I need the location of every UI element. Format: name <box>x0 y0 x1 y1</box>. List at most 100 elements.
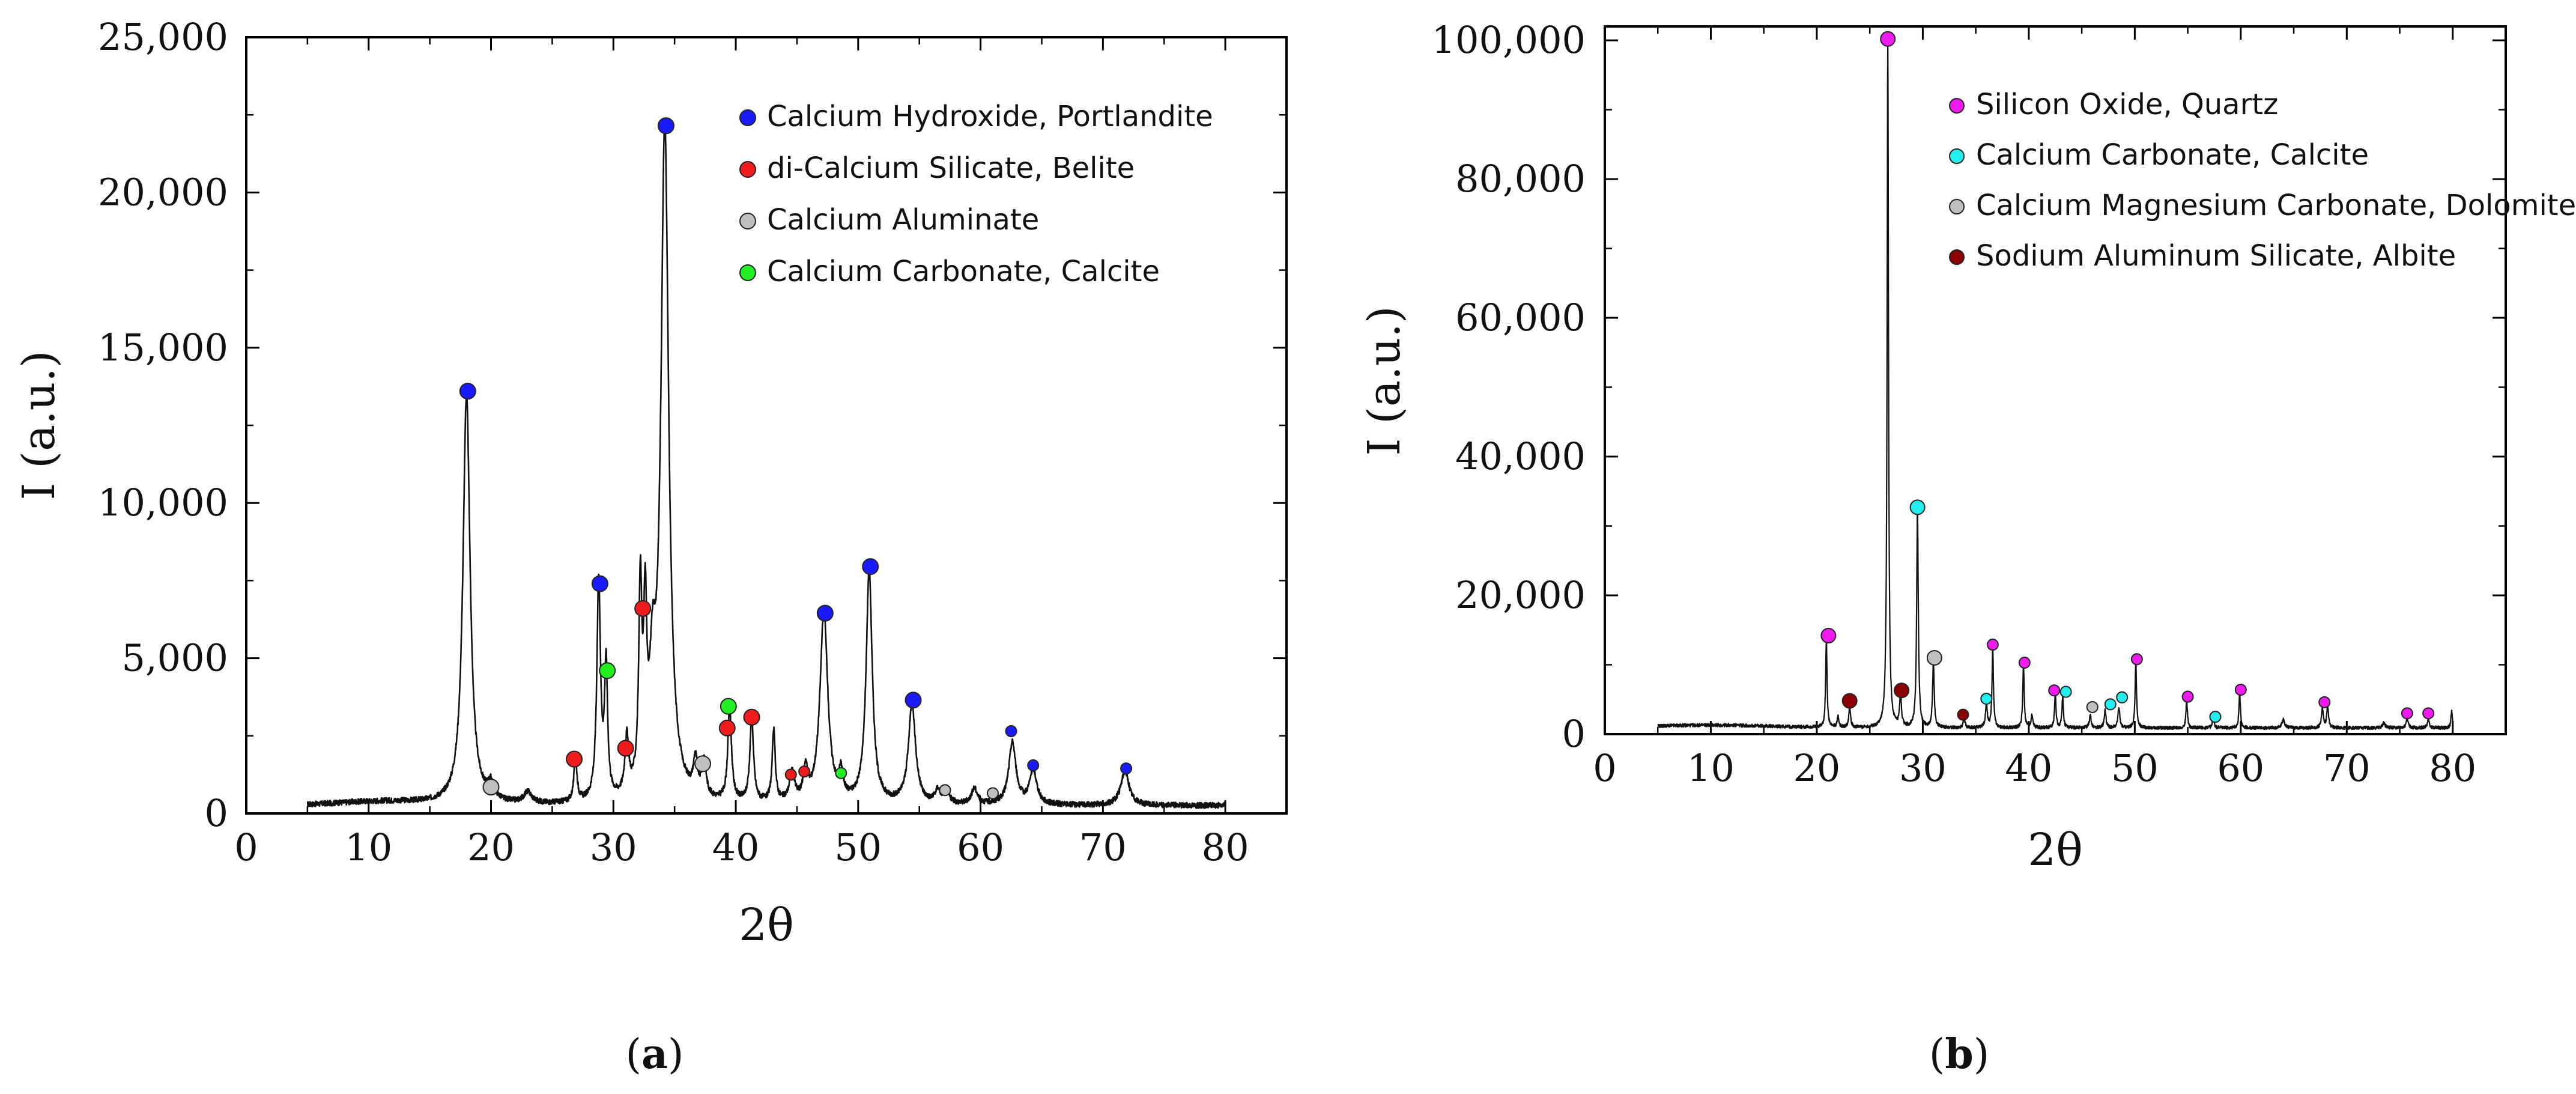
phase-marker <box>1980 693 1993 705</box>
phase-marker <box>862 558 879 576</box>
phase-marker <box>657 117 674 135</box>
y-tick-label: 100,000 <box>1432 18 1586 62</box>
phase-marker <box>566 750 583 768</box>
y-tick-label: 0 <box>205 791 228 835</box>
phase-marker <box>634 600 652 617</box>
phase-marker <box>718 719 736 737</box>
x-tick-label: 50 <box>834 825 882 869</box>
panel-b-ticks <box>1604 26 2506 735</box>
x-tick-label: 20 <box>467 825 515 869</box>
phase-marker <box>743 708 760 726</box>
panel-a-x-tick-labels: 0 10 20 30 40 50 60 70 80 <box>234 825 1249 869</box>
phase-marker <box>986 787 999 800</box>
legend-swatch <box>1949 249 1965 265</box>
phase-marker <box>798 765 811 778</box>
legend-swatch <box>1949 199 1965 214</box>
y-tick-label: 60,000 <box>1455 296 1586 339</box>
x-tick-label: 40 <box>712 825 760 869</box>
phase-marker <box>1027 759 1040 771</box>
panel-a-ticks <box>245 36 1286 815</box>
x-tick-label: 10 <box>1687 746 1735 790</box>
phase-marker <box>1957 708 1969 721</box>
phase-marker <box>939 784 951 797</box>
phase-marker <box>694 755 712 773</box>
panel-a-y-axis-title: I (a.u.) <box>13 350 65 500</box>
y-tick-label: 40,000 <box>1455 434 1586 478</box>
phase-marker <box>1880 31 1896 47</box>
panel-label-b: (b) <box>1929 1030 1990 1078</box>
phase-marker <box>905 691 922 709</box>
legend-entry: Calcium Carbonate, Calcite <box>767 255 1160 288</box>
phase-marker <box>1926 649 1942 666</box>
phase-marker <box>1820 628 1837 644</box>
phase-marker <box>2209 711 2222 723</box>
phase-marker <box>2422 707 2435 720</box>
phase-marker <box>1894 682 1910 699</box>
x-tick-label: 0 <box>234 825 258 869</box>
phase-marker <box>482 779 500 796</box>
legend-swatch <box>1949 148 1965 164</box>
phase-marker <box>2048 684 2061 697</box>
x-tick-label: 20 <box>1793 746 1840 790</box>
panel-b-y-tick-labels: 0 20,000 40,000 60,000 80,000 100,000 <box>1432 18 1586 756</box>
panel-a-legend: Calcium Hydroxide, Portlandite di-Calcium… <box>739 100 1213 288</box>
panel-b-phase-markers <box>1820 31 2435 723</box>
panel-label-a: (a) <box>625 1030 683 1078</box>
x-tick-label: 40 <box>2005 746 2052 790</box>
legend-entry: Calcium Carbonate, Calcite <box>1976 138 2369 172</box>
x-tick-label: 10 <box>345 825 392 869</box>
panel-b-plot-frame <box>1604 25 2507 735</box>
phase-marker <box>2116 691 2129 704</box>
panel-a-y-tick-labels: 0 5,000 10,000 15,000 20,000 25,000 <box>98 15 228 835</box>
legend-swatch <box>739 109 756 126</box>
y-tick-label: 20,000 <box>1455 573 1586 617</box>
legend-swatch <box>739 161 756 178</box>
panel-a-xrd-trace <box>306 117 1226 809</box>
phase-marker <box>2181 690 2194 703</box>
x-tick-label: 80 <box>2429 746 2476 790</box>
phase-marker <box>2130 653 2143 666</box>
panel-a-chart: 0 10 20 30 40 50 60 70 80 0 5,000 10,000 15,000 20,0… <box>13 15 1288 951</box>
phase-marker <box>2234 684 2247 696</box>
x-tick-label: 60 <box>957 825 1004 869</box>
y-tick-label: 20,000 <box>98 170 228 214</box>
phase-marker <box>2086 700 2099 713</box>
phase-marker <box>1005 725 1017 738</box>
x-tick-label: 30 <box>1899 746 1947 790</box>
x-tick-label: 70 <box>2323 746 2371 790</box>
legend-entry: Calcium Aluminate <box>767 203 1039 237</box>
y-tick-label: 25,000 <box>98 15 228 59</box>
y-tick-label: 15,000 <box>98 326 228 369</box>
panel-b-legend: Silicon Oxide, Quartz Calcium Carbonate, … <box>1949 88 2576 273</box>
phase-marker <box>2018 657 2031 669</box>
legend-entry: Calcium Hydroxide, Portlandite <box>767 100 1213 133</box>
x-tick-label: 80 <box>1202 825 1249 869</box>
phase-marker <box>784 768 797 781</box>
legend-entry: Calcium Magnesium Carbonate, Dolomite <box>1976 189 2576 222</box>
phase-marker <box>599 662 616 679</box>
x-tick-label: 0 <box>1593 746 1616 790</box>
panel-b-x-axis-title: 2θ <box>2028 824 2083 876</box>
y-tick-label: 10,000 <box>98 481 228 524</box>
phase-marker <box>816 604 834 622</box>
phase-marker <box>1120 762 1133 775</box>
phase-marker <box>2059 685 2072 698</box>
panel-b-y-axis-title: I (a.u.) <box>1359 306 1410 455</box>
phase-marker <box>2401 707 2413 720</box>
x-tick-label: 70 <box>1079 825 1127 869</box>
legend-entry: Sodium Aluminum Silicate, Albite <box>1976 239 2456 273</box>
x-tick-label: 60 <box>2217 746 2264 790</box>
phase-marker <box>1909 499 1926 515</box>
y-tick-label: 5,000 <box>122 636 229 680</box>
legend-entry: di-Calcium Silicate, Belite <box>767 151 1135 185</box>
legend-entry: Silicon Oxide, Quartz <box>1976 88 2278 121</box>
panel-a-phase-markers <box>459 117 1133 800</box>
phase-marker <box>2318 696 2331 708</box>
panel-b-x-tick-labels: 0 10 20 30 40 50 60 70 80 <box>1593 746 2476 790</box>
x-tick-label: 30 <box>590 825 637 869</box>
legend-swatch <box>739 213 756 229</box>
phase-marker <box>835 767 847 779</box>
legend-swatch <box>739 264 756 281</box>
phase-marker <box>591 575 608 592</box>
